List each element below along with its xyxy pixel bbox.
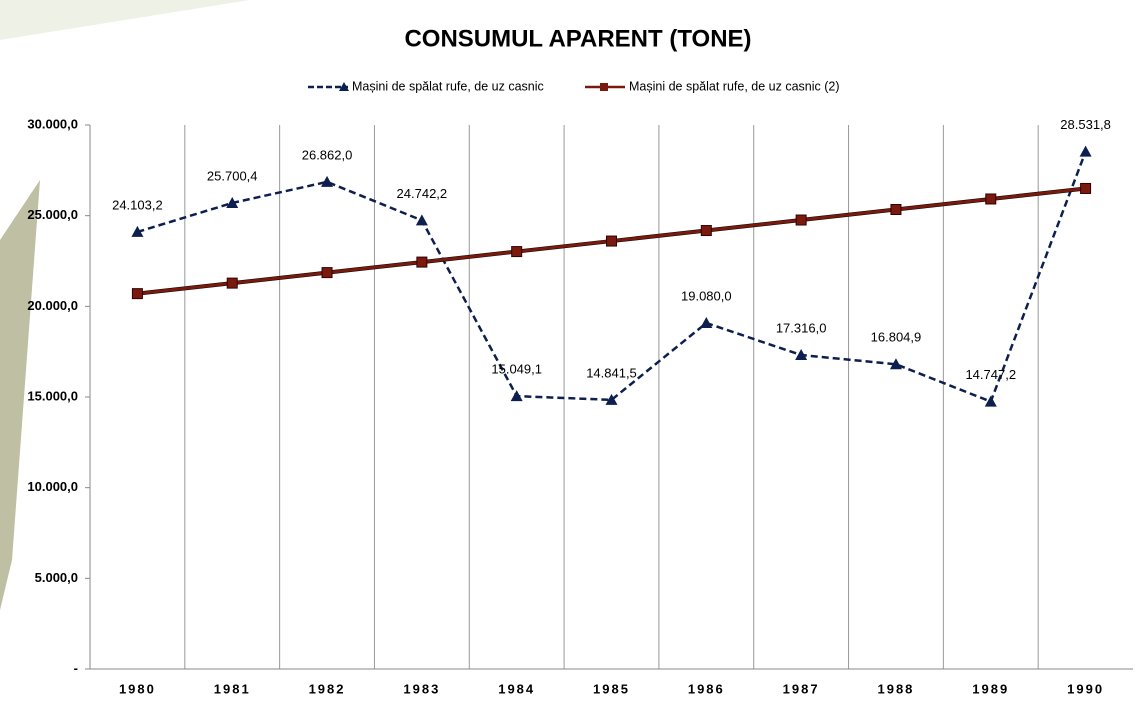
marker	[321, 267, 333, 279]
x-tick-label: 1985	[593, 681, 630, 696]
marker	[415, 214, 428, 226]
marker	[795, 214, 807, 226]
marker	[700, 317, 713, 329]
data-label: 15.049,1	[491, 362, 542, 377]
marker	[131, 288, 143, 300]
marker	[510, 390, 523, 402]
decoration	[0, 180, 40, 610]
marker	[606, 235, 617, 247]
x-tick-label: 1987	[783, 681, 820, 696]
data-label: 17.316,0	[776, 320, 827, 335]
marker	[226, 277, 238, 289]
marker	[889, 358, 902, 370]
y-tick-label: 5.000,0	[35, 570, 78, 585]
x-tick-label: 1986	[688, 681, 725, 696]
chart-title: CONSUMUL APARENT (TONE)	[404, 25, 751, 52]
y-tick-label: 25.000,0	[27, 207, 78, 222]
data-label: 14.747,2	[965, 367, 1016, 382]
x-tick-label: 1989	[972, 681, 1009, 696]
x-tick-label: 1988	[877, 681, 914, 696]
data-label: 26.862,0	[302, 147, 353, 162]
data-label: 28.531,8	[1060, 117, 1111, 132]
marker	[984, 395, 997, 407]
y-tick-label: 20.000,0	[27, 298, 78, 313]
marker	[1079, 145, 1092, 157]
marker	[605, 393, 618, 405]
marker	[131, 225, 144, 237]
x-tick-label: 1984	[498, 681, 535, 696]
data-label: 24.103,2	[112, 197, 163, 212]
y-tick-label: -	[74, 660, 78, 675]
data-label: 14.841,5	[586, 365, 637, 380]
y-tick-label: 10.000,0	[27, 479, 78, 494]
marker	[985, 193, 997, 205]
marker	[700, 225, 712, 237]
marker	[1080, 182, 1092, 194]
x-tick-label: 1982	[309, 681, 346, 696]
marker	[226, 196, 239, 208]
x-tick-label: 1980	[119, 681, 156, 696]
x-tick-label: 1983	[403, 681, 440, 696]
marker	[795, 349, 808, 361]
x-tick-label: 1981	[214, 681, 251, 696]
legend-label: Mașini de spălat rufe, de uz casnic (2)	[629, 79, 840, 93]
legend-marker	[600, 83, 608, 91]
data-label: 25.700,4	[207, 168, 258, 183]
data-label: 19.080,0	[681, 288, 732, 303]
data-label: 24.742,2	[397, 186, 448, 201]
legend-marker	[339, 82, 349, 91]
marker	[416, 256, 428, 268]
marker	[321, 175, 334, 187]
y-tick-label: 15.000,0	[27, 388, 78, 403]
data-label: 16.804,9	[871, 330, 922, 345]
y-tick-label: 30.000,0	[27, 116, 78, 131]
marker	[511, 246, 523, 258]
decoration	[0, 0, 250, 40]
marker	[890, 204, 902, 216]
legend-label: Mașini de spălat rufe, de uz casnic	[352, 79, 544, 93]
x-tick-label: 1990	[1067, 681, 1104, 696]
